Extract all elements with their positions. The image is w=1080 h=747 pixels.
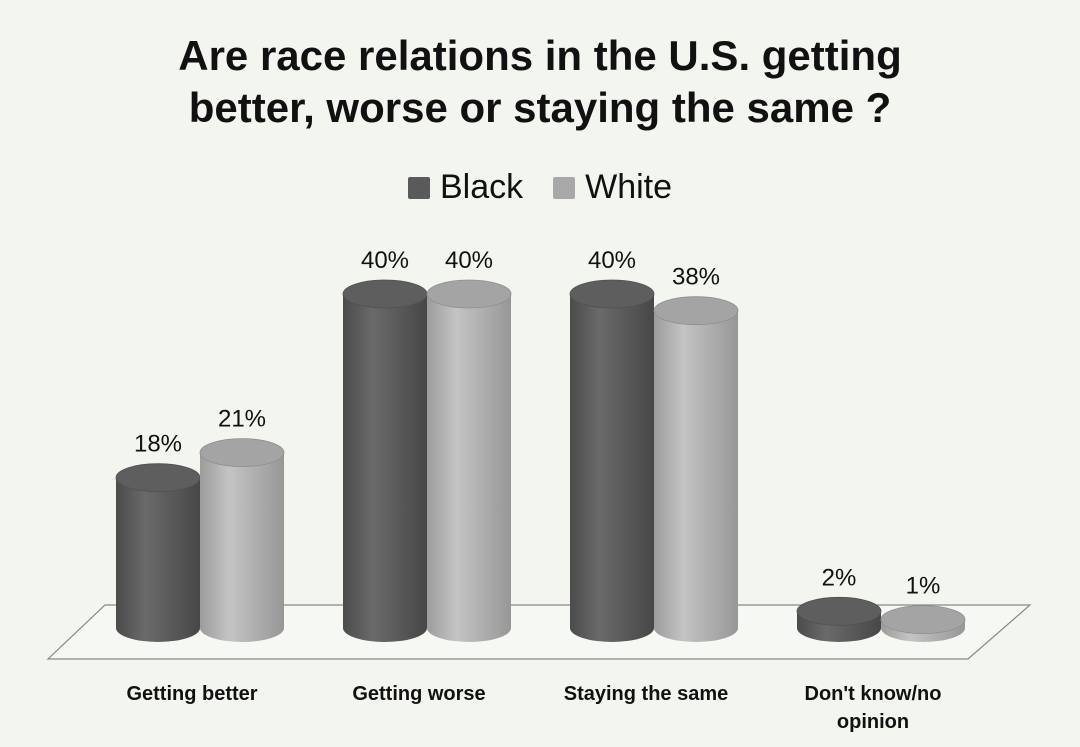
legend-item-black: Black — [407, 168, 524, 207]
bar-body — [654, 310, 738, 642]
bar-body — [427, 294, 511, 642]
value-label: 21% — [218, 406, 266, 433]
category-label: Don't know/no opinion — [805, 683, 942, 733]
bar-top — [342, 279, 428, 309]
value-label: 40% — [588, 247, 636, 274]
bar-top — [880, 605, 966, 635]
bar-body — [116, 477, 200, 642]
bar-top — [653, 296, 739, 326]
bar-white-2 — [653, 296, 739, 642]
legend-swatch-black — [407, 176, 430, 199]
category-label: Getting better — [126, 683, 257, 705]
bar-black-1 — [342, 279, 428, 642]
bar-black-2 — [569, 279, 655, 642]
chart-title: Are race relations in the U.S. getting b… — [0, 30, 1080, 134]
legend-swatch-white — [553, 176, 576, 199]
bar-body — [570, 294, 654, 642]
legend-label-white: White — [585, 168, 673, 206]
chart-title-line-1: Are race relations in the U.S. getting — [178, 32, 902, 79]
bar-top — [115, 463, 201, 493]
value-label: 18% — [134, 431, 182, 458]
chart-title-line-2: better, worse or staying the same ? — [188, 84, 892, 131]
category-label: Staying the same — [564, 683, 729, 705]
value-label: 1% — [906, 573, 941, 600]
category-label: Getting worse — [352, 683, 485, 705]
bar-top — [199, 438, 285, 468]
bar-black-0 — [115, 463, 201, 642]
value-label: 38% — [672, 264, 720, 291]
value-label: 40% — [445, 247, 493, 274]
bar-white-0 — [199, 438, 285, 642]
legend-label-black: Black — [439, 168, 524, 206]
bar-top — [569, 279, 655, 309]
bar-body — [200, 452, 284, 642]
bar-top — [796, 596, 882, 626]
bar-white-1 — [426, 279, 512, 642]
legend: Black White — [0, 168, 1080, 207]
value-label: 40% — [361, 247, 409, 274]
legend-item-white: White — [553, 168, 672, 207]
bar-black-3 — [796, 596, 882, 642]
bar-top — [426, 279, 512, 309]
value-label: 2% — [822, 564, 857, 591]
bar-white-3 — [880, 605, 966, 642]
bar-body — [343, 294, 427, 642]
